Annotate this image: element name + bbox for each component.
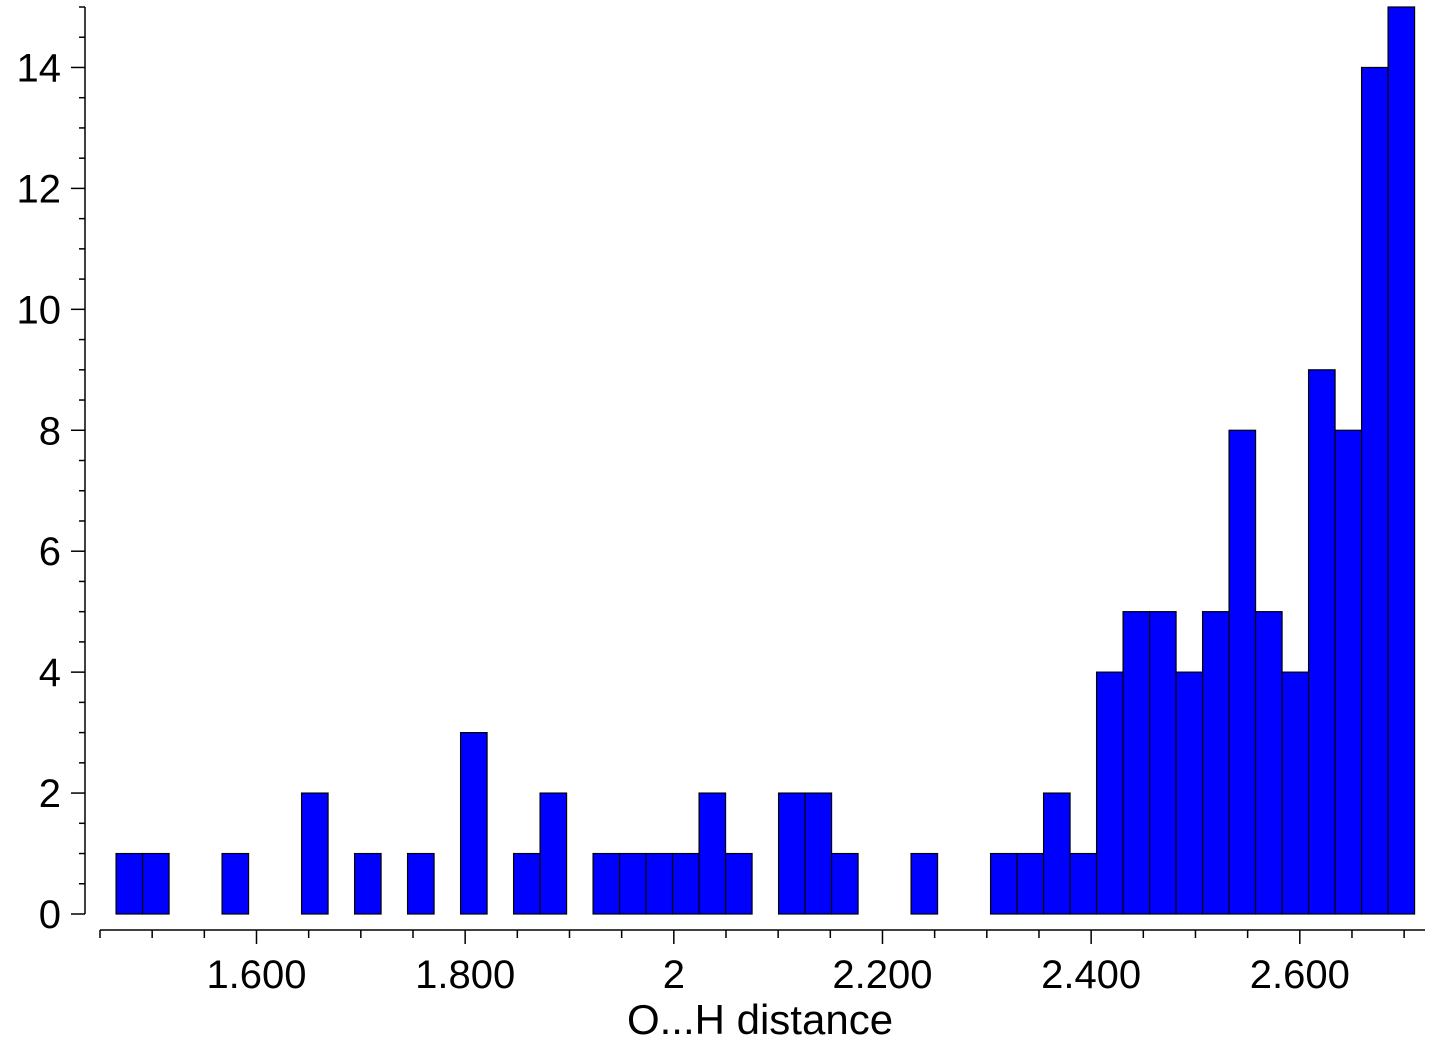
histogram-bar: [1042, 792, 1071, 915]
histogram-bar: [830, 852, 859, 915]
x-tick-label: 2.600: [1250, 953, 1350, 997]
histogram-bar: [221, 852, 250, 915]
histogram-bar: [724, 852, 753, 915]
histogram-bar: [1228, 429, 1257, 915]
bars-group: [115, 6, 1416, 915]
histogram-bar: [1254, 611, 1283, 915]
histogram-bar: [989, 852, 1018, 915]
y-tick-label: 12: [17, 167, 62, 211]
histogram-bar: [512, 852, 541, 915]
x-tick-label: 2.200: [832, 953, 932, 997]
y-tick-label: 8: [39, 409, 61, 453]
y-tick-label: 6: [39, 530, 61, 574]
histogram-bar: [910, 852, 939, 915]
histogram-bar: [459, 731, 488, 915]
x-axis-title: O...H distance: [627, 996, 893, 1043]
x-tick-label: 1.600: [206, 953, 306, 997]
histogram-bar: [1281, 671, 1310, 915]
histogram-bar: [777, 792, 806, 915]
histogram-bar: [1387, 6, 1416, 915]
histogram-bar: [141, 852, 170, 915]
histogram-bar: [1307, 369, 1336, 915]
histogram-bar: [1360, 66, 1389, 915]
x-axis: 1.600 1.800 2 2.200 2.400 2.600: [99, 929, 1425, 997]
histogram-bar: [1334, 429, 1363, 915]
histogram-bar: [618, 852, 647, 915]
y-tick-label: 4: [39, 651, 61, 695]
histogram-bar: [592, 852, 621, 915]
histogram-bar: [698, 792, 727, 915]
y-tick-label: 0: [39, 893, 61, 937]
histogram-bar: [300, 792, 329, 915]
histogram-bar: [671, 852, 700, 915]
histogram-bar: [1016, 852, 1045, 915]
x-tick-label: 2.400: [1041, 953, 1141, 997]
y-tick-label: 2: [39, 772, 61, 816]
histogram-bar: [406, 852, 435, 915]
y-axis: 0 2 4 6 8 10 12 14: [17, 6, 86, 937]
x-tick-label: 2: [663, 953, 685, 997]
histogram-bar: [353, 852, 382, 915]
histogram-bar: [539, 792, 568, 915]
y-tick-label: 14: [17, 46, 62, 90]
histogram-bar: [1148, 611, 1177, 915]
histogram-bar: [1069, 852, 1098, 915]
histogram-bar: [115, 852, 144, 915]
histogram-bar: [1175, 671, 1204, 915]
histogram-bar: [804, 792, 833, 915]
histogram-bar: [1122, 611, 1151, 915]
histogram-bar: [645, 852, 674, 915]
x-tick-label: 1.800: [415, 953, 515, 997]
y-tick-label: 10: [17, 288, 62, 332]
histogram-bar: [1095, 671, 1124, 915]
histogram-bar: [1201, 611, 1230, 915]
